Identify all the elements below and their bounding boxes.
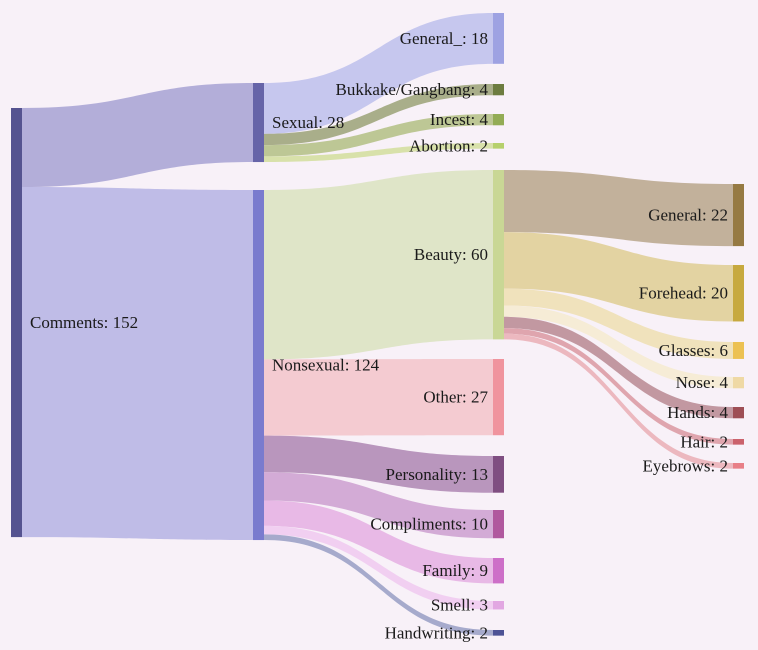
sankey-node-compliments[interactable] bbox=[493, 510, 504, 539]
sankey-node-label-compliments: Compliments: 10 bbox=[370, 515, 488, 534]
sankey-link-nonsexual-handwriting[interactable] bbox=[264, 534, 493, 636]
sankey-node-abortion[interactable] bbox=[493, 143, 504, 149]
sankey-node-label-bukkake: Bukkake/Gangbang: 4 bbox=[336, 80, 489, 99]
sankey-link-nonsexual-compliments[interactable] bbox=[264, 472, 493, 539]
sankey-node-label-nose: Nose: 4 bbox=[676, 373, 729, 392]
sankey-node-label-glasses: Glasses: 6 bbox=[659, 341, 728, 360]
sankey-labels: Comments: 152 Sexual: 28 Nonsexual: 124 Gen… bbox=[30, 29, 728, 642]
sankey-node-incest[interactable] bbox=[493, 114, 504, 126]
sankey-node-personality[interactable] bbox=[493, 456, 504, 493]
sankey-node-beauty[interactable] bbox=[493, 170, 504, 340]
sankey-node-label-comments: Comments: 152 bbox=[30, 313, 138, 332]
sankey-node-hands[interactable] bbox=[733, 407, 744, 419]
sankey-link-comments-sexual[interactable] bbox=[22, 83, 253, 188]
sankey-link-beauty-glasses[interactable] bbox=[504, 288, 733, 359]
sankey-node-label-nonsexual: Nonsexual: 124 bbox=[272, 356, 380, 375]
sankey-link-sexual-abortion[interactable] bbox=[264, 143, 493, 163]
sankey-node-label-family: Family: 9 bbox=[422, 561, 488, 580]
sankey-link-sexual-general_[interactable] bbox=[264, 13, 493, 134]
sankey-node-label-forehead: Forehead: 20 bbox=[639, 284, 728, 303]
sankey-link-beauty-eyebrows[interactable] bbox=[504, 333, 733, 469]
sankey-links bbox=[22, 13, 733, 636]
sankey-link-nonsexual-beauty[interactable] bbox=[264, 170, 493, 360]
sankey-node-comments[interactable] bbox=[11, 108, 22, 538]
sankey-node-smell[interactable] bbox=[493, 601, 504, 610]
sankey-link-sexual-bukkake[interactable] bbox=[264, 84, 493, 146]
sankey-node-general[interactable] bbox=[733, 184, 744, 247]
sankey-node-other[interactable] bbox=[493, 359, 504, 436]
sankey-node-label-general: General: 22 bbox=[648, 206, 728, 225]
sankey-node-handwriting[interactable] bbox=[493, 630, 504, 636]
sankey-node-family[interactable] bbox=[493, 558, 504, 584]
sankey-link-sexual-incest[interactable] bbox=[264, 114, 493, 157]
sankey-node-label-hair: Hair: 2 bbox=[680, 432, 728, 451]
sankey-node-bukkake[interactable] bbox=[493, 84, 504, 96]
sankey-node-label-general_: General_: 18 bbox=[400, 29, 488, 48]
sankey-link-nonsexual-personality[interactable] bbox=[264, 435, 493, 493]
sankey-node-eyebrows[interactable] bbox=[733, 463, 744, 469]
sankey-link-beauty-forehead[interactable] bbox=[504, 232, 733, 322]
sankey-node-sexual[interactable] bbox=[253, 83, 264, 163]
sankey-node-label-incest: Incest: 4 bbox=[430, 110, 489, 129]
sankey-node-label-beauty: Beauty: 60 bbox=[414, 245, 488, 264]
sankey-nodes bbox=[11, 13, 744, 636]
sankey-link-beauty-hands[interactable] bbox=[504, 316, 733, 419]
sankey-node-hair[interactable] bbox=[733, 439, 744, 445]
sankey-node-nonsexual[interactable] bbox=[253, 190, 264, 541]
sankey-link-nonsexual-other[interactable] bbox=[264, 359, 493, 436]
sankey-node-label-abortion: Abortion: 2 bbox=[409, 136, 488, 155]
sankey-node-label-hands: Hands: 4 bbox=[667, 403, 728, 422]
sankey-link-beauty-hair[interactable] bbox=[504, 328, 733, 445]
sankey-link-comments-nonsexual[interactable] bbox=[22, 187, 253, 541]
sankey-link-beauty-nose[interactable] bbox=[504, 305, 733, 389]
sankey-link-beauty-general[interactable] bbox=[504, 170, 733, 247]
sankey-link-nonsexual-smell[interactable] bbox=[264, 525, 493, 610]
sankey-node-label-smell: Smell: 3 bbox=[431, 596, 488, 615]
sankey-node-nose[interactable] bbox=[733, 377, 744, 389]
sankey-node-label-eyebrows: Eyebrows: 2 bbox=[643, 456, 728, 475]
sankey-node-general_[interactable] bbox=[493, 13, 504, 64]
sankey-node-forehead[interactable] bbox=[733, 265, 744, 322]
sankey-node-label-handwriting: Handwriting: 2 bbox=[385, 623, 488, 642]
sankey-link-nonsexual-family[interactable] bbox=[264, 500, 493, 584]
sankey-node-label-personality: Personality: 13 bbox=[386, 465, 488, 484]
sankey-node-glasses[interactable] bbox=[733, 342, 744, 359]
sankey-node-label-other: Other: 27 bbox=[423, 388, 488, 407]
sankey-node-label-sexual: Sexual: 28 bbox=[272, 113, 344, 132]
